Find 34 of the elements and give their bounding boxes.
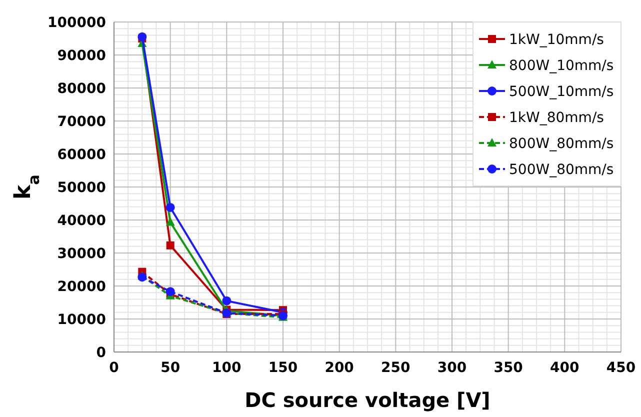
x-tick-label: 50 <box>160 360 180 376</box>
x-tick-label: 400 <box>550 360 580 376</box>
point <box>166 287 175 296</box>
legend-label: 1kW_80mm/s <box>509 110 604 126</box>
y-tick-label: 80000 <box>57 81 106 97</box>
y-tick-label: 0 <box>96 345 106 361</box>
y-tick-label: 30000 <box>57 246 106 262</box>
y-tick-label: 50000 <box>57 180 106 196</box>
legend-label: 800W_80mm/s <box>509 136 614 152</box>
x-tick-label: 150 <box>268 360 298 376</box>
x-tick-label: 350 <box>494 360 524 376</box>
x-tick-label: 450 <box>606 360 636 376</box>
x-tick-label: 250 <box>381 360 411 376</box>
legend-label: 800W_10mm/s <box>509 58 614 74</box>
x-tick-label: 300 <box>437 360 467 376</box>
point <box>166 241 174 250</box>
legend-label: 1kW_10mm/s <box>509 32 604 48</box>
y-tick-label: 20000 <box>57 279 106 295</box>
point <box>222 296 232 306</box>
y-tick-label: 90000 <box>57 48 106 64</box>
y-tick-label: 70000 <box>57 114 106 130</box>
point <box>166 217 175 226</box>
point <box>166 202 175 212</box>
legend-label: 500W_80mm/s <box>509 162 614 178</box>
x-tick-label: 100 <box>212 360 242 376</box>
legend-label: 500W_10mm/s <box>509 84 614 100</box>
point <box>138 32 147 42</box>
y-tick-label: 40000 <box>57 213 106 229</box>
y-tick-label: 10000 <box>57 312 106 328</box>
y-tick-label: 100000 <box>48 15 106 31</box>
x-axis-title: DC source voltage [V] <box>244 388 490 412</box>
x-tick-label: 0 <box>109 360 120 376</box>
x-tick-label: 200 <box>324 360 354 376</box>
y-tick-label: 60000 <box>57 147 106 163</box>
